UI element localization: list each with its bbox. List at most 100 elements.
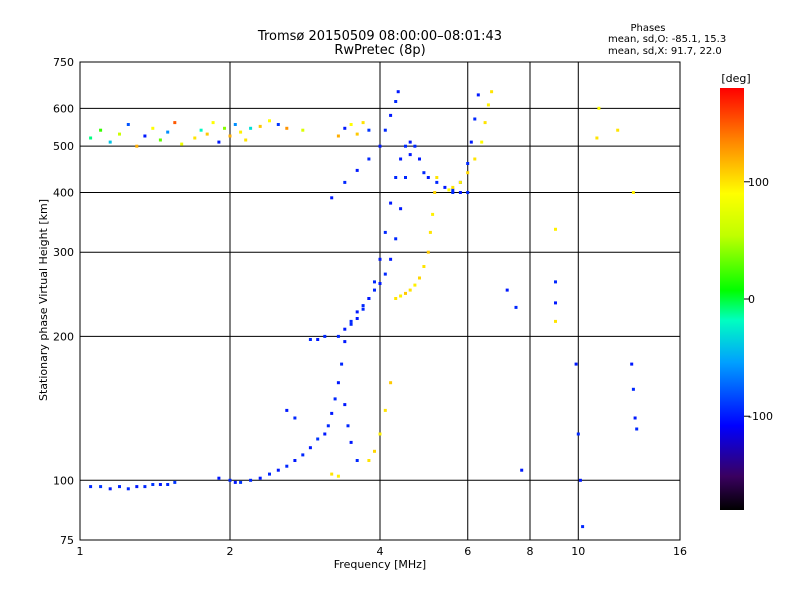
- data-point: [473, 157, 477, 161]
- data-point: [451, 188, 455, 192]
- data-point: [394, 297, 398, 300]
- data-point: [343, 327, 347, 331]
- axis-ticks: 1 2 4 6 8 10 16 75 100 200 300 400 500 600 750: [53, 56, 687, 558]
- data-point: [361, 304, 365, 308]
- data-point: [383, 272, 387, 276]
- data-point: [426, 176, 430, 179]
- data-point: [399, 157, 403, 161]
- data-point: [413, 144, 417, 148]
- data-point: [367, 157, 371, 161]
- data-point: [394, 100, 398, 103]
- data-point: [108, 140, 112, 144]
- x-tick-label: 2: [227, 545, 234, 558]
- colorbar-label: [deg]: [721, 72, 750, 85]
- x-axis-label: Frequency [MHz]: [334, 558, 426, 571]
- data-point: [466, 191, 470, 194]
- y-tick-label: 200: [53, 330, 74, 343]
- data-point: [285, 126, 289, 130]
- data-point: [276, 468, 280, 472]
- data-point: [233, 480, 237, 484]
- data-point: [554, 280, 557, 284]
- data-point: [173, 121, 177, 125]
- colorbar-tick-label: 0: [748, 293, 755, 306]
- data-point: [373, 280, 376, 284]
- data-point: [473, 117, 477, 121]
- data-point: [244, 138, 248, 142]
- x-tick-label: 1: [77, 545, 84, 558]
- data-point: [383, 128, 387, 132]
- data-point: [396, 90, 400, 94]
- data-point: [404, 176, 407, 179]
- data-point: [418, 276, 421, 280]
- chart-subtitle: RwPretec (8p): [334, 43, 425, 58]
- data-point: [151, 126, 155, 130]
- data-point: [355, 459, 359, 462]
- data-point: [431, 212, 435, 216]
- data-point: [323, 432, 327, 436]
- data-point: [554, 301, 557, 305]
- data-point: [343, 403, 347, 407]
- data-point: [383, 408, 387, 412]
- y-axis-label: Stationary phase Virtual Height [km]: [37, 199, 50, 401]
- data-point: [158, 138, 162, 142]
- data-point: [476, 93, 480, 97]
- data-point: [330, 196, 334, 200]
- data-point: [383, 230, 387, 234]
- data-point: [180, 142, 184, 146]
- data-point: [301, 128, 305, 132]
- data-point: [520, 468, 524, 472]
- data-point: [433, 191, 437, 194]
- data-point: [336, 474, 340, 478]
- x-tick-label: 4: [377, 545, 384, 558]
- data-point: [574, 362, 578, 366]
- data-point: [631, 191, 635, 194]
- data-point: [367, 128, 371, 132]
- data-point: [108, 487, 112, 491]
- y-tick-label: 75: [60, 534, 74, 547]
- data-point: [426, 250, 430, 254]
- data-point: [217, 476, 221, 480]
- data-point: [378, 282, 382, 285]
- data-point: [151, 483, 155, 486]
- data-point: [404, 291, 407, 295]
- data-point: [346, 424, 350, 428]
- data-point: [361, 307, 365, 311]
- data-point: [389, 113, 393, 117]
- data-points: [89, 90, 639, 529]
- data-point: [581, 525, 585, 529]
- data-point: [554, 227, 557, 231]
- data-point: [394, 237, 398, 241]
- data-point: [199, 128, 203, 132]
- data-point: [118, 132, 121, 136]
- data-point: [435, 180, 439, 184]
- data-point: [595, 136, 599, 140]
- data-point: [166, 130, 170, 134]
- data-point: [458, 191, 462, 194]
- data-point: [486, 103, 490, 107]
- data-point: [597, 106, 601, 110]
- data-point: [480, 140, 484, 144]
- data-point: [578, 478, 582, 482]
- data-point: [635, 427, 639, 431]
- data-point: [233, 123, 237, 126]
- data-point: [223, 126, 226, 130]
- x-tick-label: 8: [527, 545, 534, 558]
- data-point: [205, 132, 209, 136]
- colorbar: [720, 88, 744, 510]
- data-point: [389, 381, 393, 385]
- data-point: [343, 126, 347, 130]
- data-point: [143, 485, 147, 489]
- data-point: [355, 168, 359, 172]
- data-point: [404, 144, 407, 148]
- x-tick-label: 10: [571, 545, 585, 558]
- data-point: [118, 485, 121, 489]
- data-point: [193, 136, 197, 140]
- data-point: [333, 397, 337, 401]
- colorbar-tick-label: -100: [748, 410, 773, 423]
- data-point: [355, 317, 359, 320]
- data-point: [554, 319, 557, 323]
- data-point: [323, 334, 327, 338]
- data-point: [211, 121, 215, 125]
- data-point: [301, 453, 305, 457]
